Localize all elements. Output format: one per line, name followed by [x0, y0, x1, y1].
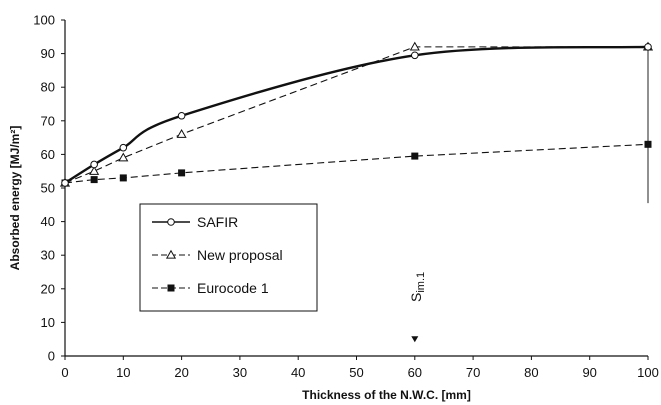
square-marker: [178, 169, 186, 177]
series-line: [64, 143, 649, 184]
y-tick-label: 50: [41, 181, 55, 196]
circle-marker: [119, 143, 128, 152]
circle-marker: [177, 111, 186, 120]
x-tick-label: 40: [291, 365, 305, 380]
x-tick-label: 20: [174, 365, 188, 380]
series-line: [64, 46, 648, 184]
circle-marker: [411, 51, 419, 60]
series-layer: [59, 41, 654, 187]
legend-entry: Eurocode 1: [152, 280, 269, 296]
x-axis-title: Thickness of the N.W.C. [mm]: [302, 388, 471, 402]
square-marker: [411, 152, 419, 160]
sim1-label-subscript: im.1: [415, 272, 427, 293]
x-ticks: 0 10 20 30 40 50 60 70 80 90 100: [61, 356, 659, 380]
legend-label: SAFIR: [197, 214, 238, 230]
sim1-annotation: Sim.1: [408, 272, 427, 343]
triangle-marker: [89, 165, 100, 175]
triangle-marker: [176, 129, 187, 138]
legend-label: New proposal: [197, 247, 283, 263]
square-marker: [119, 174, 127, 182]
series-line: [64, 45, 649, 184]
x-tick-label: 10: [116, 365, 130, 380]
y-tick-label: 90: [41, 46, 55, 61]
y-axis-title: Absorbed energy [MJ/m²]: [8, 126, 22, 271]
y-tick-label: 100: [33, 13, 55, 28]
triangle-marker: [409, 41, 420, 51]
y-tick-label: 60: [41, 147, 55, 162]
x-tick-label: 0: [61, 365, 68, 380]
triangle-marker: [118, 152, 129, 162]
x-tick-label: 100: [637, 365, 659, 380]
legend-entry: New proposal: [152, 247, 283, 263]
y-tick-label: 20: [41, 281, 55, 296]
x-tick-label: 50: [349, 365, 363, 380]
series-new-proposal: [59, 41, 654, 187]
legend-label: Eurocode 1: [197, 280, 269, 296]
y-tick-label: 30: [41, 248, 55, 263]
x-tick-label: 70: [466, 365, 480, 380]
sim1-label-main: S: [408, 293, 424, 302]
y-tick-label: 40: [41, 214, 55, 229]
square-marker: [90, 176, 98, 184]
y-tick-label: 10: [41, 315, 55, 330]
sim1-label: Sim.1: [408, 272, 427, 302]
x-tick-label: 90: [582, 365, 596, 380]
square-marker: [167, 284, 175, 292]
circle-marker: [61, 179, 69, 187]
x-tick-label: 30: [233, 365, 247, 380]
series-safir: [61, 43, 652, 187]
series-eurocode-1: [61, 140, 652, 187]
legend-entry: SAFIR: [152, 214, 238, 230]
y-ticks: 0 10 20 30 40 50 60 70 80 90 100: [33, 13, 65, 364]
y-tick-label: 0: [48, 349, 55, 364]
x-tick-label: 60: [408, 365, 422, 380]
down-arrow-icon: [411, 336, 419, 343]
circle-marker: [90, 160, 98, 169]
triangle-marker: [165, 249, 177, 259]
legend: SAFIR New proposal Eurocode 1: [139, 203, 318, 312]
y-tick-label: 80: [41, 80, 55, 95]
square-marker: [644, 140, 652, 148]
circle-marker: [644, 43, 652, 51]
circle-marker: [167, 218, 175, 226]
x-tick-label: 80: [524, 365, 538, 380]
y-tick-label: 70: [41, 113, 55, 128]
plot-area: 0 10 20 30 40 50 60 70 80 90 100 0 10 20 30 40 50 60 70 80…: [33, 13, 659, 381]
